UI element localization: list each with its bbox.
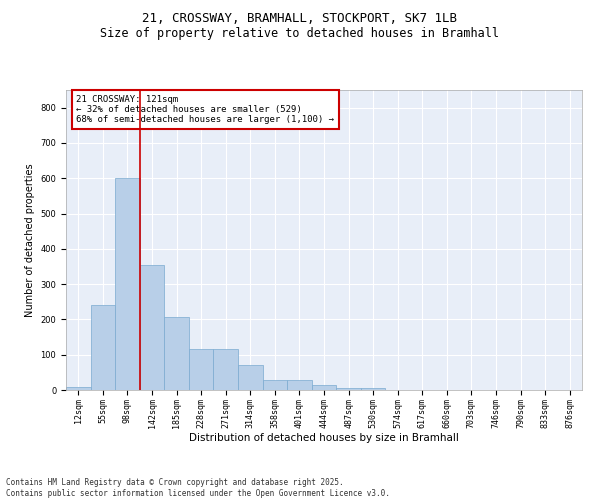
Bar [361,388,385,390]
Bar [238,366,263,390]
Bar [287,380,312,390]
Bar [164,317,189,390]
Text: 21, CROSSWAY, BRAMHALL, STOCKPORT, SK7 1LB: 21, CROSSWAY, BRAMHALL, STOCKPORT, SK7 1… [143,12,458,26]
Bar [336,388,361,390]
Bar [115,178,140,390]
Bar [91,306,115,390]
Y-axis label: Number of detached properties: Number of detached properties [25,163,35,317]
Bar [312,385,336,390]
Bar [214,348,238,390]
Bar [189,348,214,390]
Bar [66,387,91,390]
Text: Size of property relative to detached houses in Bramhall: Size of property relative to detached ho… [101,28,499,40]
Text: Contains HM Land Registry data © Crown copyright and database right 2025.
Contai: Contains HM Land Registry data © Crown c… [6,478,390,498]
Text: 21 CROSSWAY: 121sqm
← 32% of detached houses are smaller (529)
68% of semi-detac: 21 CROSSWAY: 121sqm ← 32% of detached ho… [76,94,334,124]
Bar [140,264,164,390]
Bar [263,380,287,390]
X-axis label: Distribution of detached houses by size in Bramhall: Distribution of detached houses by size … [189,433,459,443]
